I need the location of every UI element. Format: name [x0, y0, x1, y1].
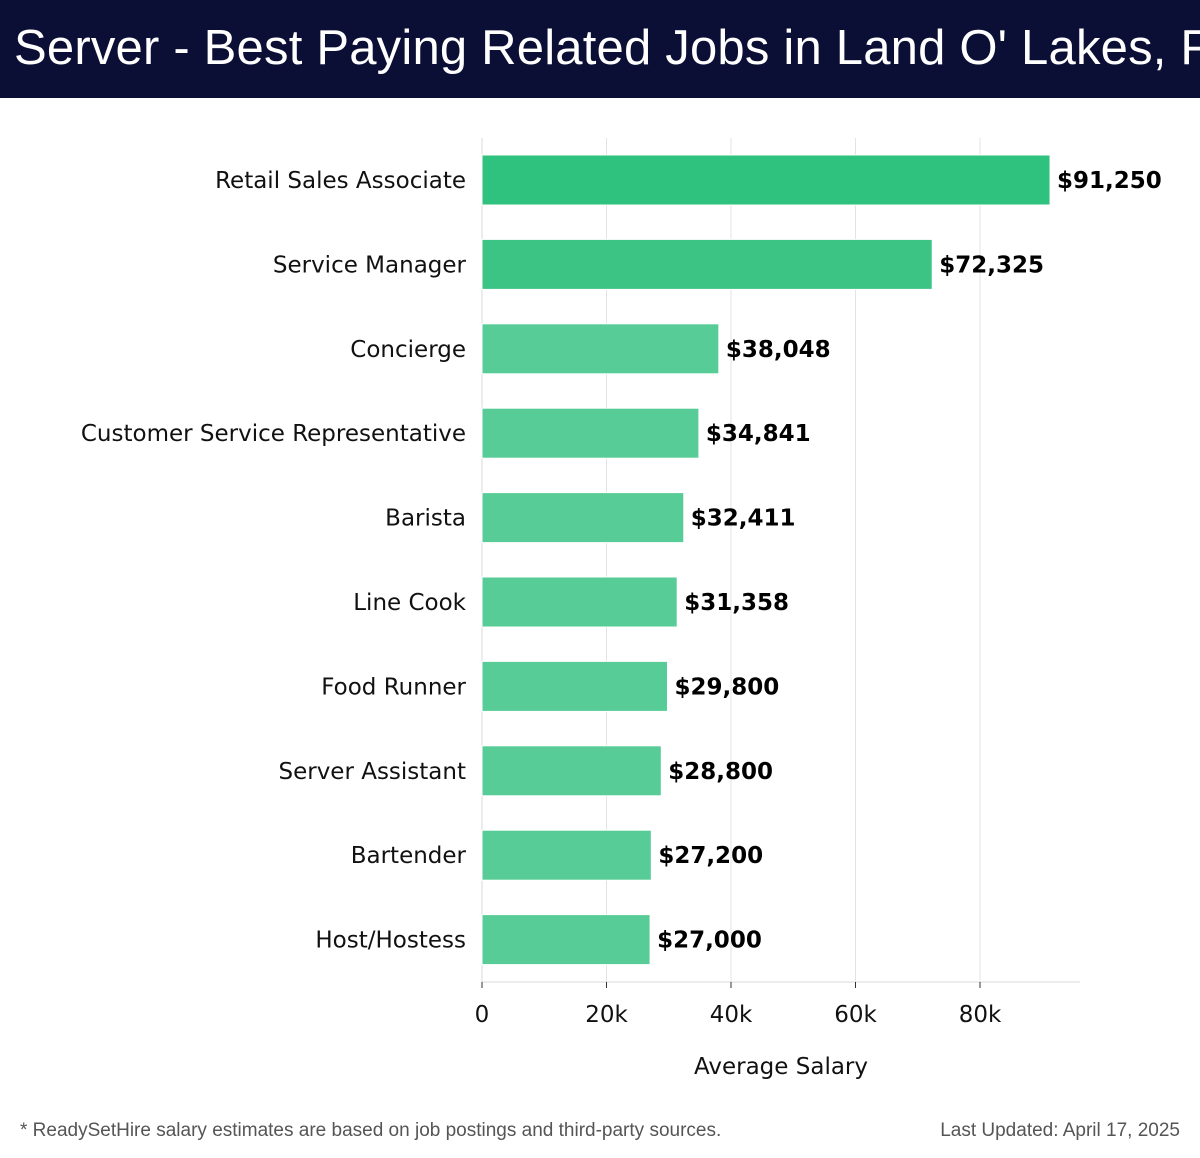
value-label: $27,200	[658, 843, 763, 869]
bar	[481, 154, 1051, 206]
x-tick-label: 20k	[585, 1002, 628, 1028]
footnote: * ReadySetHire salary estimates are base…	[20, 1120, 722, 1141]
x-tick-label: 40k	[710, 1002, 753, 1028]
category-label: Service Manager	[273, 252, 467, 278]
bar	[481, 660, 669, 712]
category-label: Server Assistant	[278, 759, 466, 785]
category-label: Barista	[385, 506, 466, 532]
category-label: Retail Sales Associate	[215, 168, 466, 194]
value-label: $38,048	[726, 337, 831, 363]
value-label: $27,000	[657, 928, 762, 954]
bar	[481, 829, 652, 881]
bar	[481, 238, 933, 290]
last-updated: Last Updated: April 17, 2025	[940, 1120, 1180, 1141]
x-tick-label: 60k	[834, 1002, 877, 1028]
x-tick-label: 80k	[959, 1002, 1002, 1028]
bar	[481, 323, 720, 375]
category-label: Bartender	[351, 843, 467, 869]
value-label: $91,250	[1057, 168, 1162, 194]
value-label: $29,800	[675, 674, 780, 700]
value-label: $72,325	[939, 252, 1044, 278]
category-label: Customer Service Representative	[81, 421, 466, 447]
header-bar: Server - Best Paying Related Jobs in Lan…	[0, 0, 1200, 98]
x-axis-label: Average Salary	[694, 1054, 868, 1080]
category-label: Concierge	[350, 337, 466, 363]
x-tick-label: 0	[475, 1002, 490, 1028]
category-label: Host/Hostess	[315, 928, 466, 954]
value-label: $32,411	[691, 506, 796, 532]
value-label: $28,800	[668, 759, 773, 785]
bar	[481, 745, 662, 797]
bar	[481, 914, 651, 966]
category-label: Line Cook	[353, 590, 466, 616]
bar	[481, 492, 685, 544]
category-label: Food Runner	[321, 674, 466, 700]
value-label: $34,841	[706, 421, 811, 447]
page-title: Server - Best Paying Related Jobs in Lan…	[14, 21, 1200, 75]
bar	[481, 407, 700, 459]
bar	[481, 576, 678, 628]
value-label: $31,358	[684, 590, 789, 616]
salary-bar-chart: 0 20k 40k 60k 80k Average Salary Retail Sales …	[81, 138, 1162, 1080]
